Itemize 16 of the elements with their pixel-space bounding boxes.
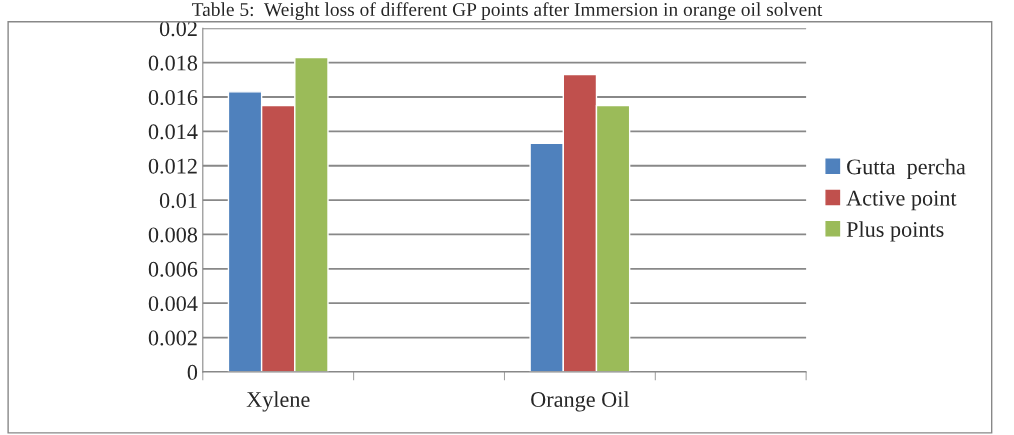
chart-title: Table 5: Weight loss of different GP points after Immersion in orange oil solvent (191, 2, 823, 21)
y-tick-label: 0.016 (148, 89, 198, 106)
x-tick-label: Orange Oil (531, 391, 630, 412)
legend-label: Plus points (846, 221, 944, 242)
y-tick-label: 0.008 (148, 227, 198, 243)
y-tick-label: 0.004 (148, 296, 198, 312)
y-tick-label: 0.01 (159, 193, 197, 209)
y-tick-label: 0.002 (148, 330, 197, 346)
y-tick-label: 0.018 (148, 55, 198, 71)
y-tick-label: 0.014 (148, 124, 198, 140)
y-tick-label: 0.012 (148, 158, 197, 174)
legend-label: Gutta percha (847, 158, 966, 179)
y-tick-label: 0 (187, 364, 198, 380)
x-tick-label: Xylene (246, 391, 310, 412)
legend-label: Active point (846, 190, 957, 211)
y-tick-label: 0.006 (148, 261, 198, 277)
